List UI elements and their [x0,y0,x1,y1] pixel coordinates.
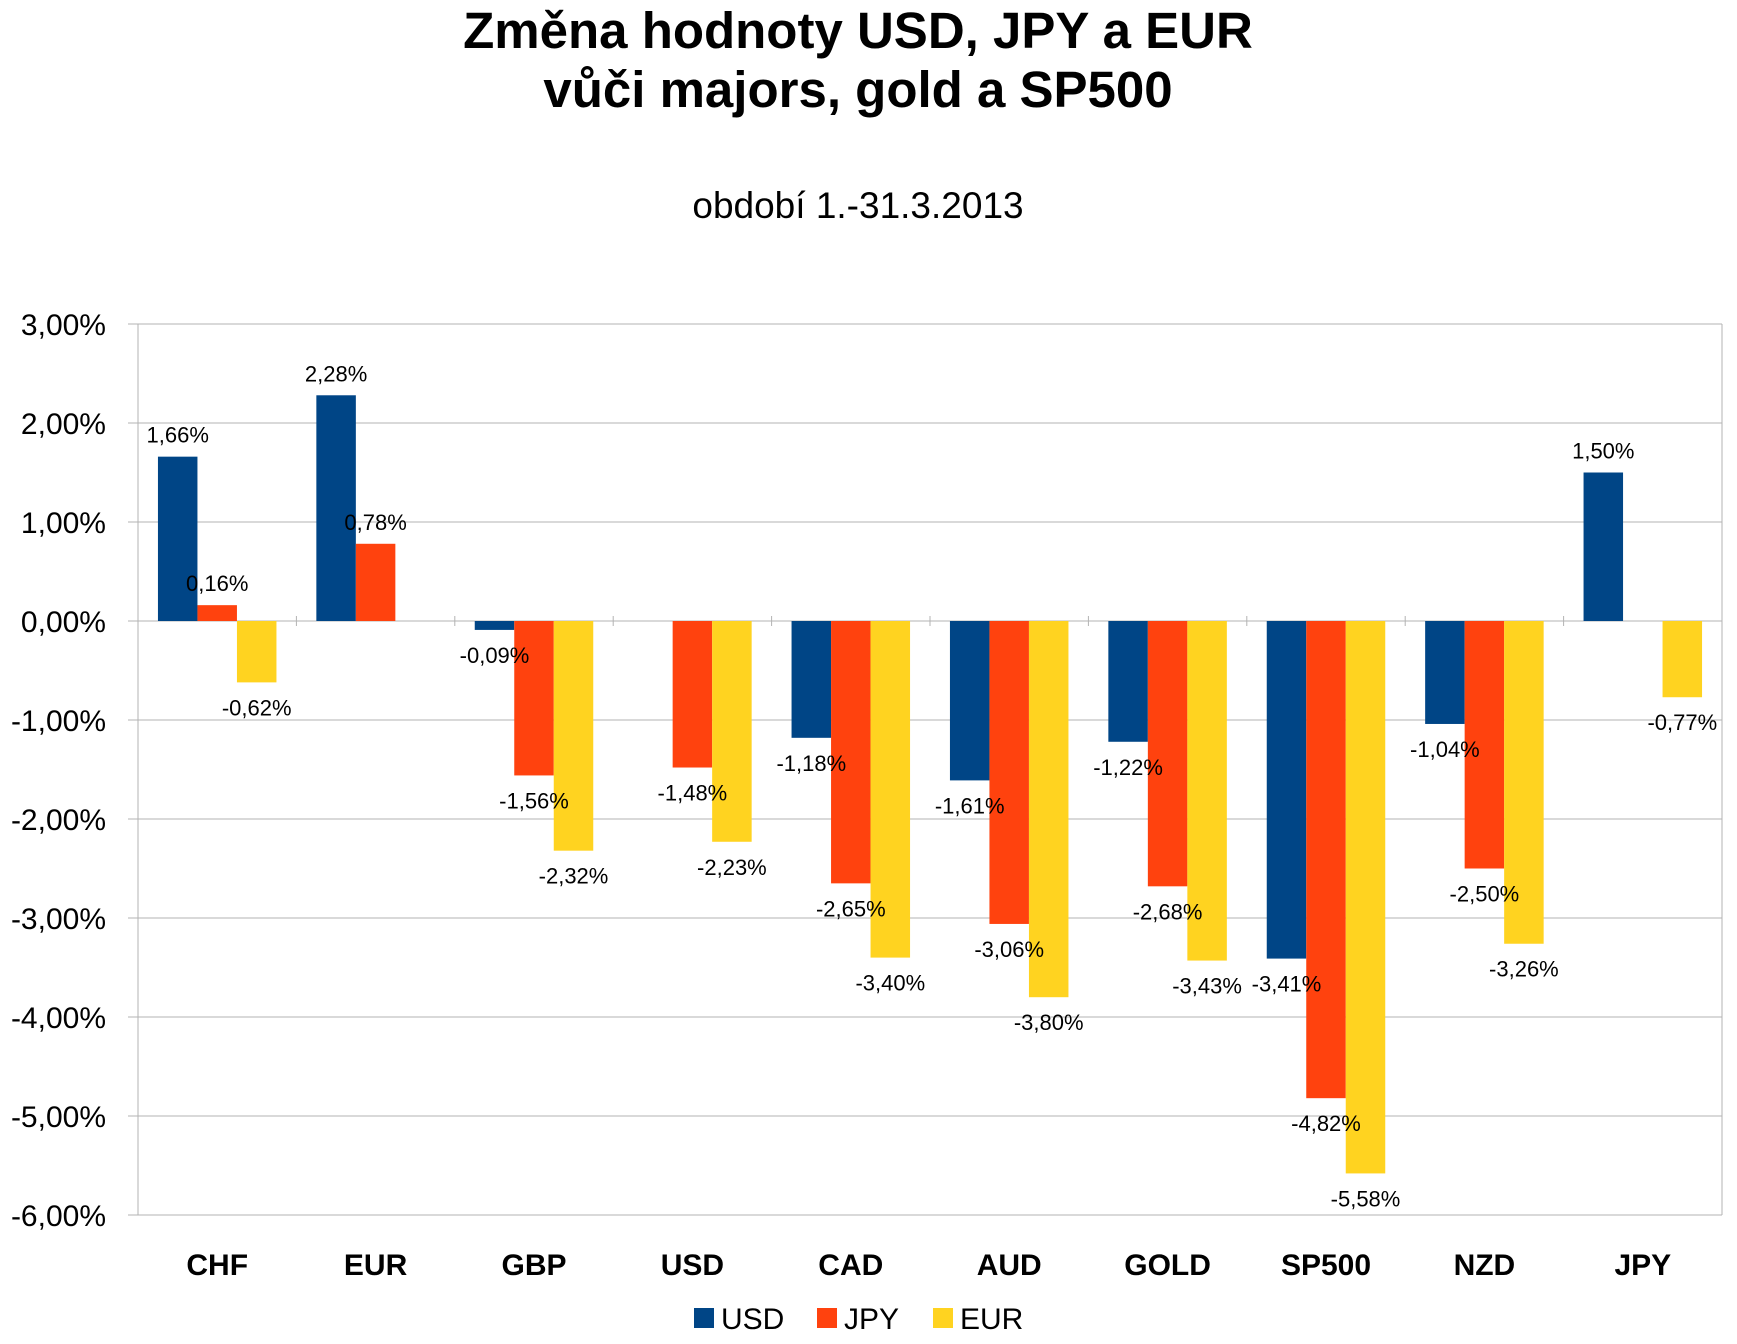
bar-eur-nzd [1504,621,1544,944]
bar-usd-eur [316,395,356,621]
bar-eur-aud [1028,621,1069,998]
data-label-eur-gold: -3,43% [1172,974,1242,999]
y-tick-label: -3,00% [11,903,106,936]
data-label-usd-aud: -1,61% [935,793,1005,818]
data-label-eur-aud: -3,80% [1014,1010,1084,1035]
data-label-jpy-gold: -2,68% [1133,899,1203,924]
bar-usd-aud [949,621,990,781]
legend-item-eur: EUR [933,1303,1023,1336]
chart-title-line-2: vůči majors, gold a SP500 [543,61,1172,118]
bar-usd-jpy [1583,472,1624,621]
data-label-eur-usd: -2,23% [697,855,767,880]
data-label-eur-gbp: -2,32% [539,864,609,889]
data-label-jpy-cad: -2,65% [816,896,886,921]
bar-usd-nzd [1425,621,1465,724]
bar-eur-cad [870,621,911,958]
data-label-jpy-chf: 0,16% [186,571,248,596]
data-label-jpy-gbp: -1,56% [499,788,569,813]
bar-jpy-aud [989,621,1029,924]
data-label-usd-eur: 2,28% [305,361,367,386]
legend-item-jpy: JPY [817,1303,899,1336]
bar-jpy-gbp [514,621,554,776]
bar-jpy-eur [355,543,396,621]
data-label-usd-nzd: -1,04% [1410,737,1480,762]
x-axis-tick-labels: CHF EUR GBP USD CAD AUD GOLD SP500 NZD JPY [186,1249,1671,1282]
legend-swatch-eur [933,1308,953,1328]
data-label-usd-gbp: -0,09% [460,643,530,668]
x-tick-label-usd: USD [661,1249,724,1282]
x-tick-label-jpy: JPY [1614,1249,1671,1282]
legend-swatch-usd [694,1308,714,1328]
bar-jpy-gold [1147,621,1188,887]
bar-usd-gbp [474,621,515,630]
y-tick-label: 2,00% [21,408,106,441]
y-tick-label: 3,00% [21,309,106,342]
data-label-usd-cad: -1,18% [776,751,846,776]
y-axis-tick-labels: 3,00% 2,00% 1,00% 0,00% -1,00% -2,00% -3,00% -4… [11,309,106,1233]
legend-swatch-jpy [817,1308,837,1328]
bar-usd-gold [1108,621,1148,742]
data-label-eur-chf: -0,62% [222,695,292,720]
bar-jpy-chf [197,605,237,621]
data-label-eur-cad: -3,40% [855,971,925,996]
data-label-jpy-aud: -3,06% [974,937,1044,962]
data-label-eur-jpy: -0,77% [1647,710,1717,735]
bar-usd-chf [157,456,198,621]
x-tick-label-sp500: SP500 [1281,1249,1371,1282]
x-tick-label-gold: GOLD [1124,1249,1211,1282]
x-tick-label-chf: CHF [186,1249,248,1282]
legend-item-usd: USD [694,1303,784,1336]
x-tick-label-cad: CAD [818,1249,883,1282]
x-tick-label-nzd: NZD [1454,1249,1516,1282]
y-tick-label: -6,00% [11,1200,106,1233]
y-tick-label: -5,00% [11,1101,106,1134]
data-label-eur-sp500: -5,58% [1331,1186,1401,1211]
y-tick-label: -1,00% [11,705,106,738]
bar-eur-gbp [553,621,594,851]
bar-jpy-nzd [1464,621,1505,869]
data-label-usd-gold: -1,22% [1093,755,1163,780]
bar-eur-usd [712,621,752,842]
data-label-jpy-eur: 0,78% [344,510,406,535]
y-tick-label: -2,00% [11,804,106,837]
bar-eur-gold [1187,621,1227,961]
data-label-jpy-usd: -1,48% [658,781,728,806]
y-tick-label: -4,00% [11,1002,106,1035]
y-tick-label: 0,00% [21,606,106,639]
bar-usd-sp500 [1266,621,1307,959]
data-label-usd-chf: 1,66% [147,423,209,448]
legend: USD JPY EUR [694,1303,1023,1336]
data-label-jpy-nzd: -2,50% [1450,882,1520,907]
data-label-jpy-sp500: -4,82% [1291,1111,1361,1136]
y-tick-label: 1,00% [21,507,106,540]
bar-eur-jpy [1662,621,1703,698]
bar-jpy-sp500 [1306,621,1346,1099]
legend-label-usd: USD [721,1303,784,1336]
bar-usd-cad [791,621,832,738]
legend-label-eur: EUR [960,1303,1023,1336]
bars [157,395,1703,1174]
x-tick-label-eur: EUR [344,1249,408,1282]
bar-eur-sp500 [1345,621,1386,1174]
data-label-usd-sp500: -3,41% [1252,972,1322,997]
bar-jpy-usd [672,621,713,768]
bar-eur-chf [236,621,277,683]
data-label-usd-jpy: 1,50% [1572,439,1634,464]
legend-label-jpy: JPY [844,1303,899,1336]
data-labels: 1,66% 2,28% -0,09% -1,18% -1,61% -1,22% -3,41%… [147,361,1718,1211]
bar-jpy-cad [831,621,871,884]
chart-title: Změna hodnoty USD, JPY a EUR vůči majors… [463,2,1253,118]
x-tick-label-gbp: GBP [501,1249,566,1282]
x-tick-label-aud: AUD [977,1249,1042,1282]
chart-title-line-1: Změna hodnoty USD, JPY a EUR [463,2,1253,59]
chart-subtitle: období 1.-31.3.2013 [692,185,1023,226]
data-label-eur-nzd: -3,26% [1489,957,1559,982]
gridlines [128,323,1723,1216]
